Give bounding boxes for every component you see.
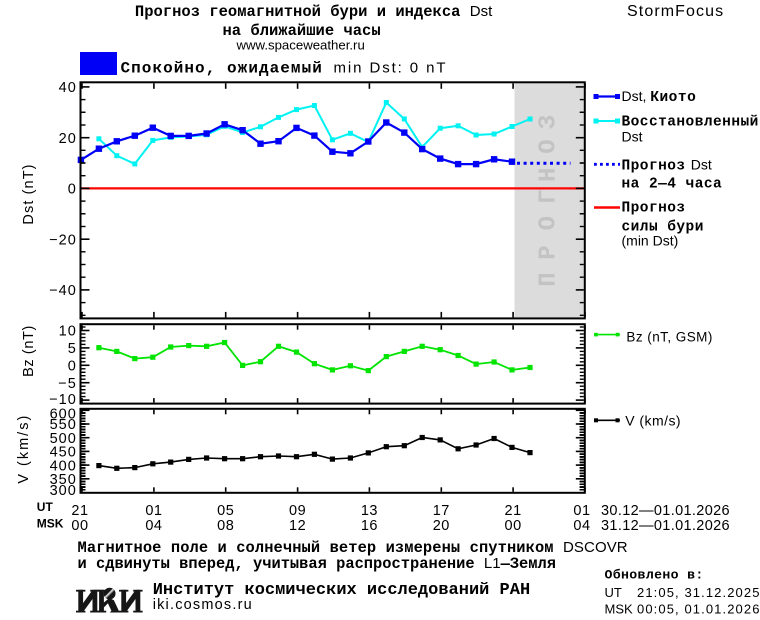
- svg-text:О: О: [536, 139, 563, 153]
- svg-text:12: 12: [289, 518, 306, 534]
- svg-text:05: 05: [217, 503, 234, 519]
- svg-text:V (km/s): V (km/s): [625, 412, 681, 428]
- svg-text:450: 450: [50, 445, 77, 461]
- svg-text:и сдвинуты вперед, учитывая ра: и сдвинуты вперед, учитывая распростране…: [78, 555, 557, 573]
- svg-text:09: 09: [289, 503, 306, 519]
- svg-text:Г: Г: [536, 189, 563, 203]
- svg-text:на ближайшие часы: на ближайшие часы: [223, 22, 381, 40]
- svg-text:Магнитное поле и солнечный вет: Магнитное поле и солнечный ветер измерен…: [78, 539, 628, 557]
- svg-text:З: З: [536, 115, 563, 129]
- svg-text:V (km/s): V (km/s): [16, 414, 32, 484]
- svg-text:StormFocus: StormFocus: [627, 3, 724, 20]
- svg-text:iki.cosmos.ru: iki.cosmos.ru: [153, 597, 253, 613]
- svg-text:Bz (nT): Bz (nT): [21, 325, 37, 377]
- svg-text:UT: UT: [605, 585, 622, 600]
- svg-text:−5: −5: [58, 376, 77, 392]
- svg-text:Восстановленный: Восстановленный: [622, 115, 759, 131]
- svg-text:01: 01: [573, 503, 590, 519]
- svg-text:5: 5: [68, 341, 77, 357]
- svg-text:MSK: MSK: [605, 602, 634, 617]
- svg-text:Прогноз: Прогноз: [622, 201, 686, 217]
- svg-text:Институт космических исследова: Институт космических исследований РАН: [153, 581, 530, 600]
- svg-text:00:05, 01.01.2026: 00:05, 01.01.2026: [637, 602, 760, 617]
- svg-text:04: 04: [573, 518, 590, 534]
- svg-text:00: 00: [71, 518, 88, 534]
- svg-text:UT: UT: [37, 500, 54, 514]
- svg-text:21: 21: [71, 503, 88, 519]
- svg-text:Dst, Киото: Dst, Киото: [622, 88, 697, 106]
- svg-text:30.12—01.01.2026: 30.12—01.01.2026: [601, 503, 730, 519]
- svg-text:Прогноз Dst: Прогноз Dst: [622, 157, 712, 175]
- svg-text:31.12—01.01.2026: 31.12—01.01.2026: [601, 518, 730, 534]
- svg-text:0: 0: [68, 182, 77, 198]
- svg-text:Dst: Dst: [622, 129, 643, 145]
- svg-text:350: 350: [50, 472, 77, 488]
- svg-text:21: 21: [505, 503, 522, 519]
- svg-text:10: 10: [59, 324, 77, 340]
- svg-text:MSK: MSK: [37, 517, 64, 531]
- svg-text:08: 08: [217, 518, 234, 534]
- svg-text:600: 600: [50, 407, 77, 423]
- svg-text:Спокойно, ожидаемый min Dst: 0: Спокойно, ожидаемый min Dst: 0 nT: [121, 60, 448, 78]
- svg-text:О: О: [536, 216, 563, 230]
- svg-text:400: 400: [50, 458, 77, 474]
- svg-text:−40: −40: [49, 283, 77, 299]
- svg-text:550: 550: [50, 417, 77, 433]
- svg-text:40: 40: [59, 80, 77, 96]
- svg-text:−20: −20: [49, 232, 77, 248]
- svg-text:П: П: [536, 272, 563, 286]
- svg-text:20: 20: [59, 131, 77, 147]
- svg-text:силы бури: силы бури: [622, 220, 704, 236]
- svg-text:Bz (nT, GSM): Bz (nT, GSM): [626, 330, 712, 345]
- svg-text:Обновлено в:: Обновлено в:: [605, 568, 704, 583]
- svg-text:0: 0: [68, 359, 77, 375]
- svg-text:(min Dst): (min Dst): [622, 233, 679, 249]
- svg-text:500: 500: [50, 431, 77, 447]
- svg-text:04: 04: [145, 518, 162, 534]
- svg-text:00: 00: [505, 518, 522, 534]
- svg-text:300: 300: [50, 483, 77, 499]
- svg-text:20: 20: [433, 518, 450, 534]
- svg-text:Dst (nT): Dst (nT): [21, 163, 37, 224]
- svg-text:Н: Н: [536, 168, 563, 182]
- svg-text:16: 16: [361, 518, 378, 534]
- svg-text:Р: Р: [536, 245, 563, 259]
- svg-text:−10: −10: [49, 392, 77, 408]
- svg-text:на 2—4 часа: на 2—4 часа: [622, 177, 723, 193]
- svg-text:Прогноз геомагнитной бури и ин: Прогноз геомагнитной бури и индекса Dst: [135, 3, 493, 21]
- svg-text:01: 01: [145, 503, 162, 519]
- svg-text:www.spaceweather.ru: www.spaceweather.ru: [236, 38, 365, 53]
- svg-text:17: 17: [433, 503, 450, 519]
- svg-text:13: 13: [361, 503, 378, 519]
- svg-text:21:05, 31.12.2025: 21:05, 31.12.2025: [637, 585, 760, 600]
